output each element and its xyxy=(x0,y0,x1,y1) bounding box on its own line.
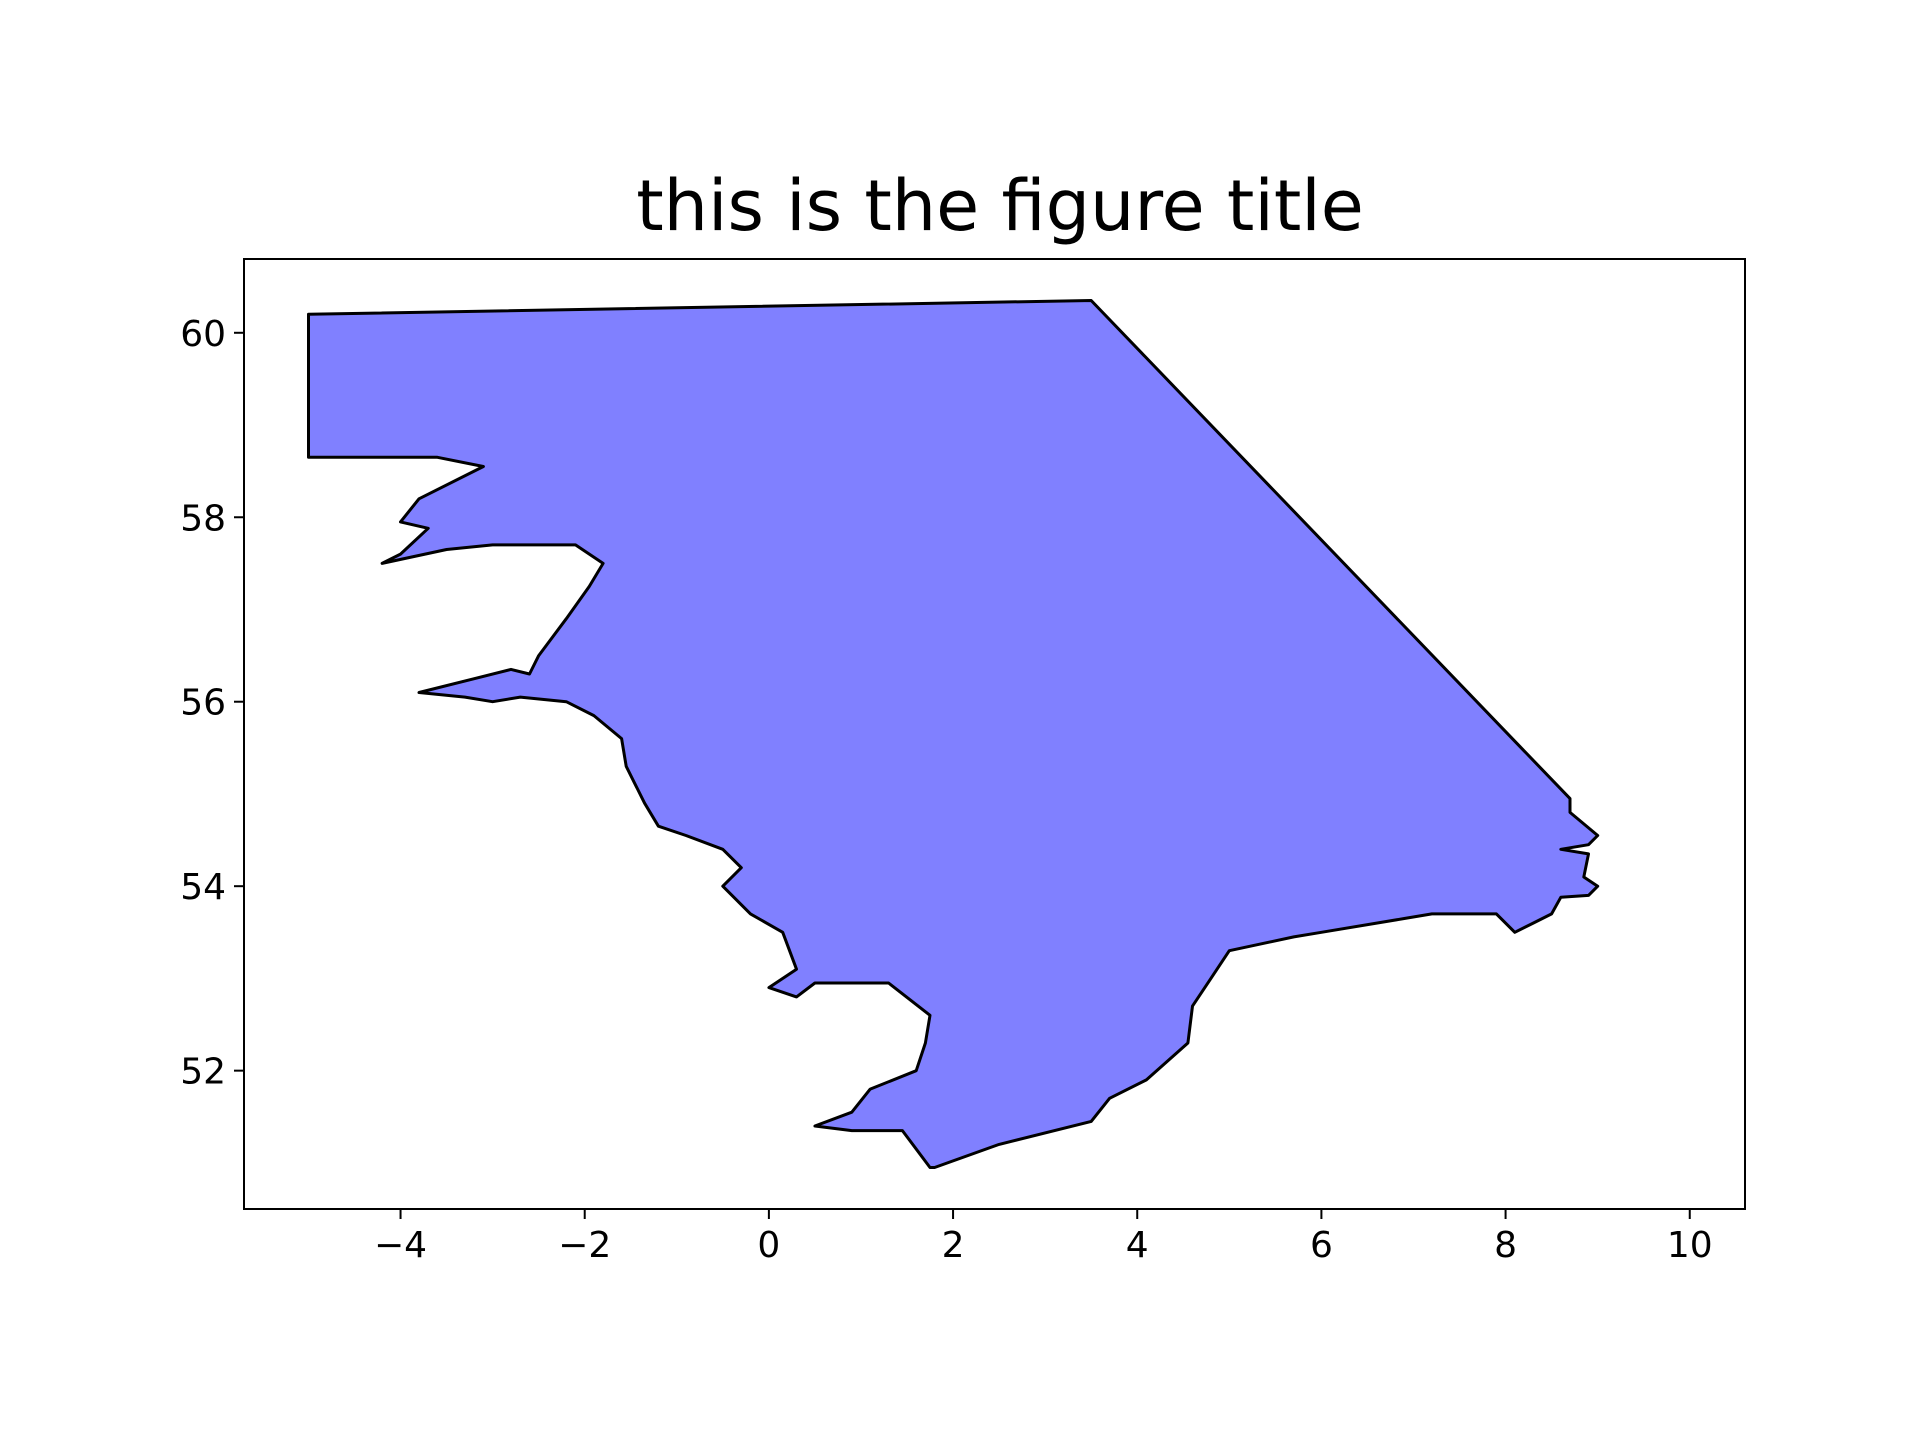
plot-area xyxy=(307,299,1600,1169)
y-tick-label: 60 xyxy=(180,314,226,355)
y-tick-label: 54 xyxy=(180,867,226,908)
x-tick-label: 8 xyxy=(1494,1225,1517,1266)
y-tick-label: 58 xyxy=(180,498,226,539)
axes-frame xyxy=(243,258,1746,1210)
x-axis: −4 −2 0 2 4 6 8 10 xyxy=(374,1209,1713,1266)
y-tick-label: 52 xyxy=(180,1052,226,1093)
y-axis: 52 54 56 58 60 xyxy=(180,314,244,1093)
x-tick-label: −4 xyxy=(374,1225,427,1266)
x-tick-label: 10 xyxy=(1667,1225,1713,1266)
x-tick-label: 4 xyxy=(1126,1225,1149,1266)
x-tick-label: 2 xyxy=(942,1225,965,1266)
figure-title: this is the figure title xyxy=(636,165,1364,247)
x-tick-label: 0 xyxy=(757,1225,780,1266)
y-tick-label: 56 xyxy=(180,683,226,724)
x-tick-label: 6 xyxy=(1310,1225,1333,1266)
x-tick-label: −2 xyxy=(558,1225,611,1266)
region-polygon xyxy=(307,299,1600,1169)
